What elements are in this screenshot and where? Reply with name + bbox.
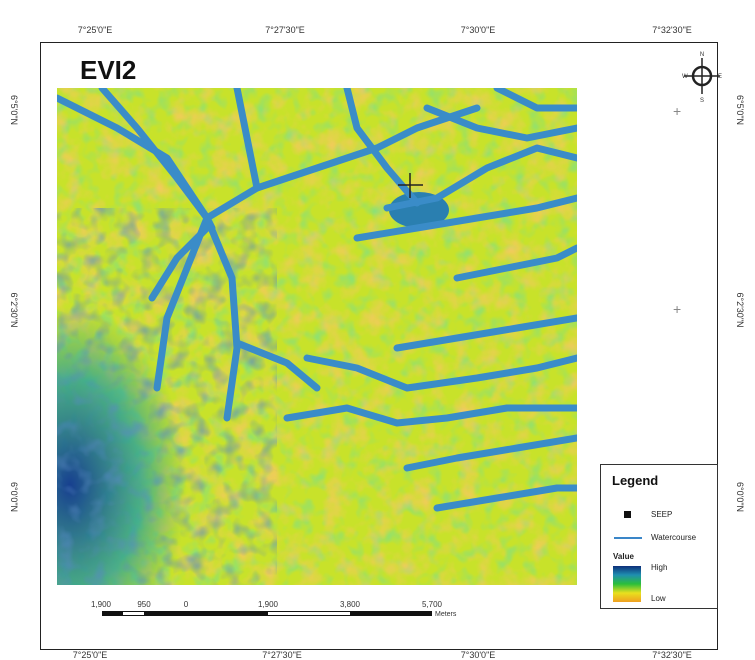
bottom-tick-3: 7°30'0"E bbox=[460, 650, 496, 660]
svg-text:S: S bbox=[700, 98, 704, 104]
top-tick-3: 7°30'0"E bbox=[460, 25, 496, 35]
graticule-cross: + bbox=[673, 301, 682, 317]
bottom-tick-4: 7°32'30"E bbox=[652, 650, 692, 660]
bottom-tick-2: 7°27'30"E bbox=[262, 650, 302, 660]
svg-text:W: W bbox=[682, 74, 688, 80]
left-tick-2: 6°2'30"N bbox=[9, 292, 19, 328]
raster-svg bbox=[57, 88, 577, 585]
top-tick-4: 7°32'30"E bbox=[652, 25, 692, 35]
scale-segment bbox=[186, 611, 268, 616]
scale-label: 0 bbox=[183, 600, 189, 609]
river-segment bbox=[433, 484, 577, 512]
north-arrow-icon: N S W E bbox=[680, 48, 724, 104]
river-segment bbox=[453, 244, 577, 282]
river-segment bbox=[383, 144, 577, 212]
watercourses bbox=[57, 88, 577, 512]
right-tick-2: 6°2'30"N bbox=[735, 292, 745, 328]
legend-watercourse-label: Watercourse bbox=[651, 533, 697, 542]
legend-seep-label: SEEP bbox=[651, 510, 673, 519]
scale-segment bbox=[144, 611, 186, 616]
river-segment bbox=[393, 314, 577, 352]
left-tick-1: 6°5'0"N bbox=[9, 94, 19, 126]
scale-label: 950 bbox=[137, 600, 151, 609]
river-segment bbox=[203, 214, 241, 422]
graticule-cross: + bbox=[673, 103, 682, 119]
scale-segment bbox=[102, 611, 123, 616]
river-segment bbox=[403, 434, 577, 472]
river-segment bbox=[203, 104, 481, 222]
river-segment bbox=[233, 88, 261, 192]
river-segment bbox=[233, 339, 321, 392]
top-tick-2: 7°27'30"E bbox=[265, 25, 305, 35]
svg-text:E: E bbox=[718, 74, 722, 80]
river-segment bbox=[423, 104, 577, 142]
raster-blue-texture bbox=[57, 208, 277, 585]
legend-title: Legend bbox=[612, 473, 659, 488]
river-segment bbox=[493, 88, 577, 112]
top-tick-1: 7°25'0"E bbox=[77, 25, 113, 35]
seep-marker bbox=[398, 173, 423, 198]
legend-high-label: High bbox=[651, 563, 668, 572]
scale-bar: 1,900 950 0 1,900 3,800 5,700 bbox=[88, 600, 448, 630]
scale-label: 1,900 bbox=[257, 600, 279, 609]
scale-label: 5,700 bbox=[421, 600, 443, 609]
left-tick-3: 6°0'0"N bbox=[9, 481, 19, 513]
legend-low-label: Low bbox=[651, 594, 666, 603]
evi2-raster bbox=[57, 88, 577, 585]
scale-label: 1,900 bbox=[90, 600, 112, 609]
river-segment bbox=[153, 214, 211, 392]
scale-segment bbox=[350, 611, 432, 616]
scale-units: Meters bbox=[435, 611, 457, 618]
svg-text:N: N bbox=[700, 52, 704, 58]
legend-value-heading: Value bbox=[613, 552, 634, 561]
river-segment bbox=[98, 88, 211, 222]
right-tick-3: 6°0'0"N bbox=[735, 481, 745, 513]
river-segment bbox=[303, 354, 577, 392]
value-color-ramp bbox=[613, 566, 641, 602]
bottom-tick-1: 7°25'0"E bbox=[72, 650, 108, 660]
river-segment bbox=[283, 404, 577, 427]
river-segment bbox=[148, 224, 211, 302]
river-segment bbox=[353, 194, 577, 242]
scale-label: 3,800 bbox=[339, 600, 361, 609]
watercourse-line-icon bbox=[614, 537, 642, 539]
seep-square-icon bbox=[624, 511, 631, 518]
right-tick-1: 6°5'0"N bbox=[735, 94, 745, 126]
map-title: EVI2 bbox=[80, 55, 137, 85]
legend: Legend SEEP Watercourse Value High Low bbox=[600, 464, 718, 609]
